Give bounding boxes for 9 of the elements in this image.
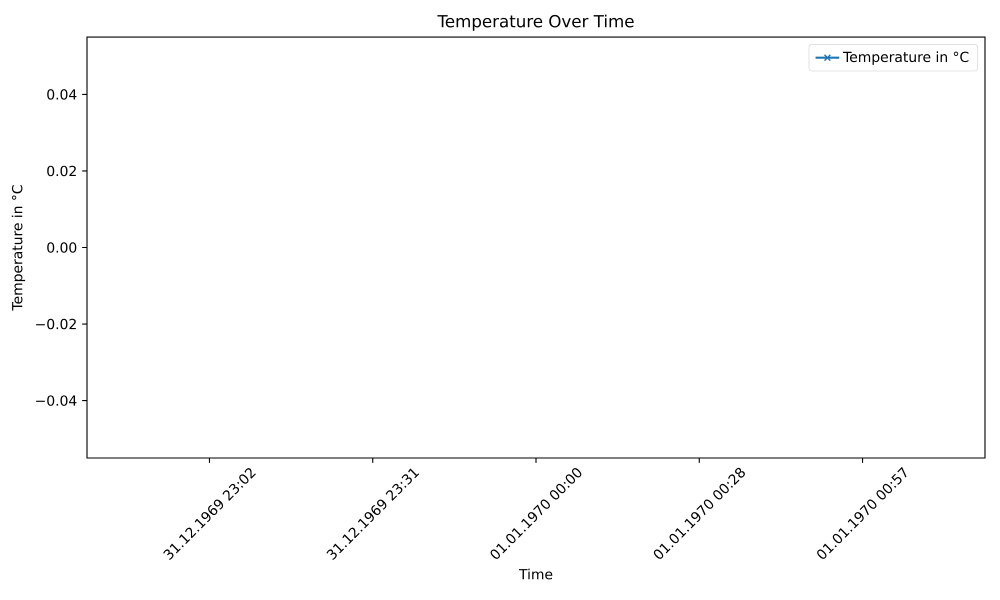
y-tick-label: 0.02: [47, 166, 76, 176]
y-tick-label: −0.02: [36, 318, 76, 330]
x-axis-title: Time: [518, 568, 552, 580]
legend-label: Temperature in °C: [843, 51, 968, 65]
y-tick-label: −0.04: [36, 395, 76, 406]
chart-title: Temperature Over Time: [437, 14, 634, 31]
y-tick-label: 0.00: [47, 242, 76, 253]
y-tick-label: 0.04: [47, 89, 76, 100]
y-axis-title: Temperature in °C: [12, 185, 26, 311]
